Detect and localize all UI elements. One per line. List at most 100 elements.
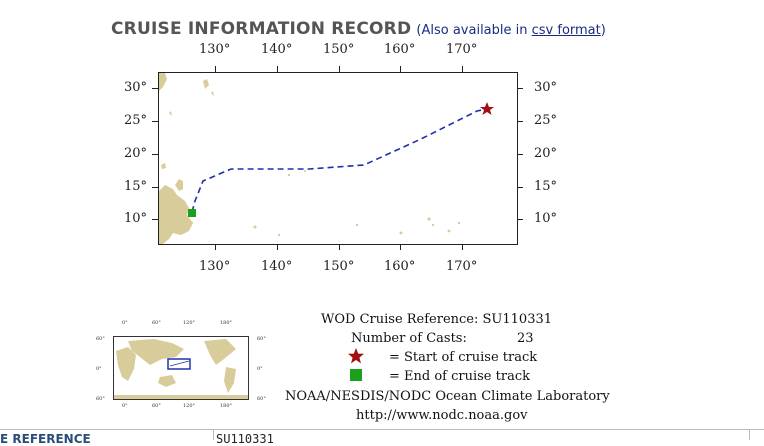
lat-label-right-25: 25° — [534, 113, 558, 128]
axis-tick — [277, 244, 278, 250]
mini-lat-label: 60° — [96, 336, 105, 342]
axis-tick — [152, 219, 158, 220]
lat-label-right-30: 30° — [534, 80, 558, 95]
reference-value-cell: SU110331 — [216, 432, 274, 446]
land-islands-left — [159, 73, 167, 91]
mini-land-antarctic — [114, 395, 248, 399]
csv-note: (Also available in csv format) — [416, 23, 605, 38]
reference-label-cell: E REFERENCE — [0, 432, 91, 446]
mini-land-africa — [116, 347, 136, 381]
mini-lat-label: 0° — [257, 366, 263, 372]
axis-tick — [339, 66, 340, 72]
cell-border-right — [749, 430, 750, 440]
world-locator-map — [113, 336, 249, 400]
csv-note-suffix: ) — [600, 23, 606, 38]
lon-label-top-160: 160° — [384, 42, 416, 57]
axis-tick — [339, 244, 340, 250]
csv-note-prefix: (Also available in — [416, 23, 532, 38]
end-legend-label: = End of cruise track — [389, 369, 530, 384]
mini-land-samerica — [224, 367, 236, 393]
mini-lon-label: 180° — [220, 403, 233, 409]
lat-label-right-20: 20° — [534, 146, 558, 161]
start-legend-label: = Start of cruise track — [389, 350, 538, 365]
mini-lon-label: 60° — [152, 320, 161, 326]
reference-table-row: E REFERENCE SU110331 — [0, 429, 764, 446]
mini-track — [169, 360, 190, 367]
lon-label-top-150: 150° — [323, 42, 355, 57]
axis-tick — [152, 154, 158, 155]
mini-lon-label: 180° — [220, 320, 233, 326]
lab-name: NOAA/NESDIS/NODC Ocean Climate Laborator… — [285, 389, 610, 404]
island — [457, 221, 461, 225]
island — [287, 173, 291, 177]
mini-land-namerica — [204, 339, 236, 365]
mini-land-eurasia — [128, 339, 184, 365]
mini-cruise-region-box — [167, 358, 191, 370]
nodc-url: http://www.nodc.noaa.gov — [356, 408, 528, 423]
mini-lat-label: 60° — [257, 396, 266, 402]
mini-land-australia — [158, 375, 176, 387]
end-square-marker — [188, 209, 196, 217]
axis-tick — [152, 88, 158, 89]
start-star-marker — [480, 102, 494, 115]
wod-reference-text: WOD Cruise Reference: SU110331 — [321, 312, 553, 327]
lon-label-bottom-150: 150° — [323, 259, 355, 274]
page-title: CRUISE INFORMATION RECORD — [111, 19, 412, 39]
cell-divider — [213, 430, 214, 440]
island — [277, 233, 281, 237]
csv-format-link[interactable]: csv format — [531, 23, 601, 38]
lat-label-left-25: 25° — [124, 113, 148, 128]
cruise-track-map-svg — [159, 73, 494, 244]
lat-label-left-30: 30° — [124, 80, 148, 95]
axis-tick — [517, 187, 523, 188]
axis-tick — [517, 154, 523, 155]
lon-label-bottom-140: 140° — [261, 259, 293, 274]
lat-label-left-15: 15° — [124, 179, 148, 194]
island — [431, 223, 435, 227]
mini-lat-label: 60° — [257, 336, 266, 342]
lon-label-top-140: 140° — [261, 42, 293, 57]
page-header: CRUISE INFORMATION RECORD (Also availabl… — [111, 19, 606, 39]
end-legend-square-icon — [350, 369, 362, 381]
island — [447, 229, 451, 233]
casts-label: Number of Casts: — [351, 331, 467, 346]
cruise-track-map — [158, 72, 518, 245]
island — [427, 217, 431, 221]
lat-label-right-15: 15° — [534, 179, 558, 194]
axis-tick — [277, 66, 278, 72]
casts-value: 23 — [517, 331, 534, 346]
lon-label-top-130: 130° — [199, 42, 231, 57]
axis-tick — [152, 121, 158, 122]
land-small-1 — [161, 163, 166, 169]
world-locator-svg — [114, 339, 248, 399]
lat-label-right-10: 10° — [534, 211, 558, 226]
axis-tick — [400, 66, 401, 72]
island — [399, 231, 403, 235]
axis-tick — [152, 187, 158, 188]
island — [304, 170, 306, 172]
lon-label-top-170: 170° — [446, 42, 478, 57]
land-small-2 — [169, 111, 172, 116]
mini-lon-label: 120° — [183, 320, 196, 326]
lon-label-bottom-160: 160° — [384, 259, 416, 274]
lon-label-bottom-130: 130° — [199, 259, 231, 274]
axis-tick — [462, 244, 463, 250]
axis-tick — [517, 88, 523, 89]
lat-label-left-20: 20° — [124, 146, 148, 161]
axis-tick — [215, 66, 216, 72]
axis-tick — [462, 66, 463, 72]
island — [253, 225, 257, 229]
mini-lon-label: 60° — [152, 403, 161, 409]
mini-lat-label: 0° — [96, 366, 102, 372]
lon-label-bottom-170: 170° — [446, 259, 478, 274]
axis-tick — [517, 121, 523, 122]
mini-lon-label: 0° — [122, 320, 128, 326]
cruise-track-line — [191, 108, 488, 213]
axis-tick — [215, 244, 216, 250]
land-luzon — [175, 179, 183, 191]
axis-tick — [400, 244, 401, 250]
mini-lon-label: 0° — [122, 403, 128, 409]
start-legend-star-icon — [347, 347, 365, 369]
mini-lat-label: 60° — [96, 396, 105, 402]
land-philippines — [159, 185, 193, 244]
